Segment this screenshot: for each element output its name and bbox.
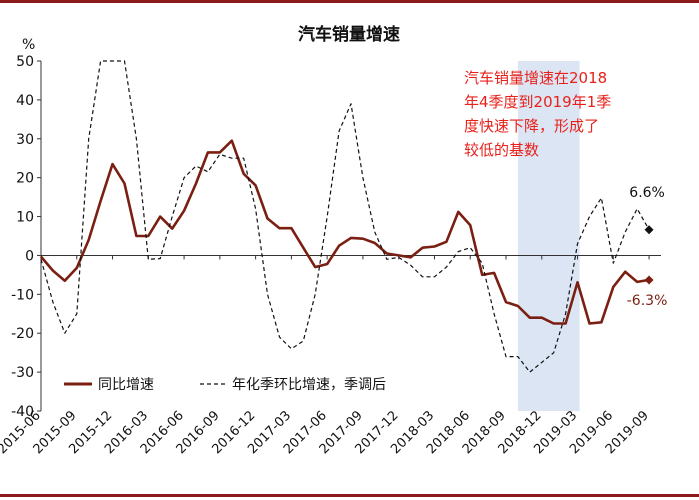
shaded-region-layer: [517, 61, 580, 411]
y-tick-label: 30: [16, 132, 34, 148]
end-marker-yoy: [644, 275, 654, 285]
legend-label-qoq: 年化季环比增速，季调后: [232, 377, 386, 393]
label-layer: 6.6% -6.3%: [627, 185, 668, 309]
annotation-text: 汽车销量增速在2018 年4季度到2019年1季度快速下降，形成了较低的基数: [464, 69, 611, 159]
y-tick-label: 40: [16, 93, 34, 109]
end-label-yoy: -6.3%: [627, 293, 668, 309]
top-border: [0, 0, 699, 3]
y-tick-label: -40: [11, 404, 34, 420]
y-tick-label: -20: [11, 326, 34, 342]
series-layer: [40, 60, 654, 373]
annotation-line: 度快速下降，形成了: [464, 117, 599, 135]
y-tick-label: 20: [16, 171, 34, 187]
chart-title: 汽车销量增速: [298, 24, 400, 45]
series-line-yoy: [40, 139, 650, 325]
series-line-qoq: [40, 60, 650, 373]
end-label-qoq: 6.6%: [629, 185, 665, 201]
y-tick-label: 0: [25, 248, 34, 264]
y-tick-label: 10: [16, 210, 34, 226]
annotation-line: 较低的基数: [464, 141, 539, 159]
y-tick-label: -10: [11, 287, 34, 303]
y-axis-unit: %: [22, 37, 35, 53]
shaded-region: [517, 61, 580, 411]
annotation-line: 汽车销量增速在2018: [464, 69, 607, 87]
legend-label-yoy: 同比增速: [98, 377, 154, 393]
legend: 同比增速 年化季环比增速，季调后: [64, 377, 386, 393]
y-tick-label: -30: [11, 365, 34, 381]
y-tick-label: 50: [16, 54, 34, 70]
end-marker-qoq: [644, 225, 654, 235]
annotation-line: 年4季度到2019年1季: [464, 93, 611, 111]
bottom-border: [0, 494, 699, 497]
